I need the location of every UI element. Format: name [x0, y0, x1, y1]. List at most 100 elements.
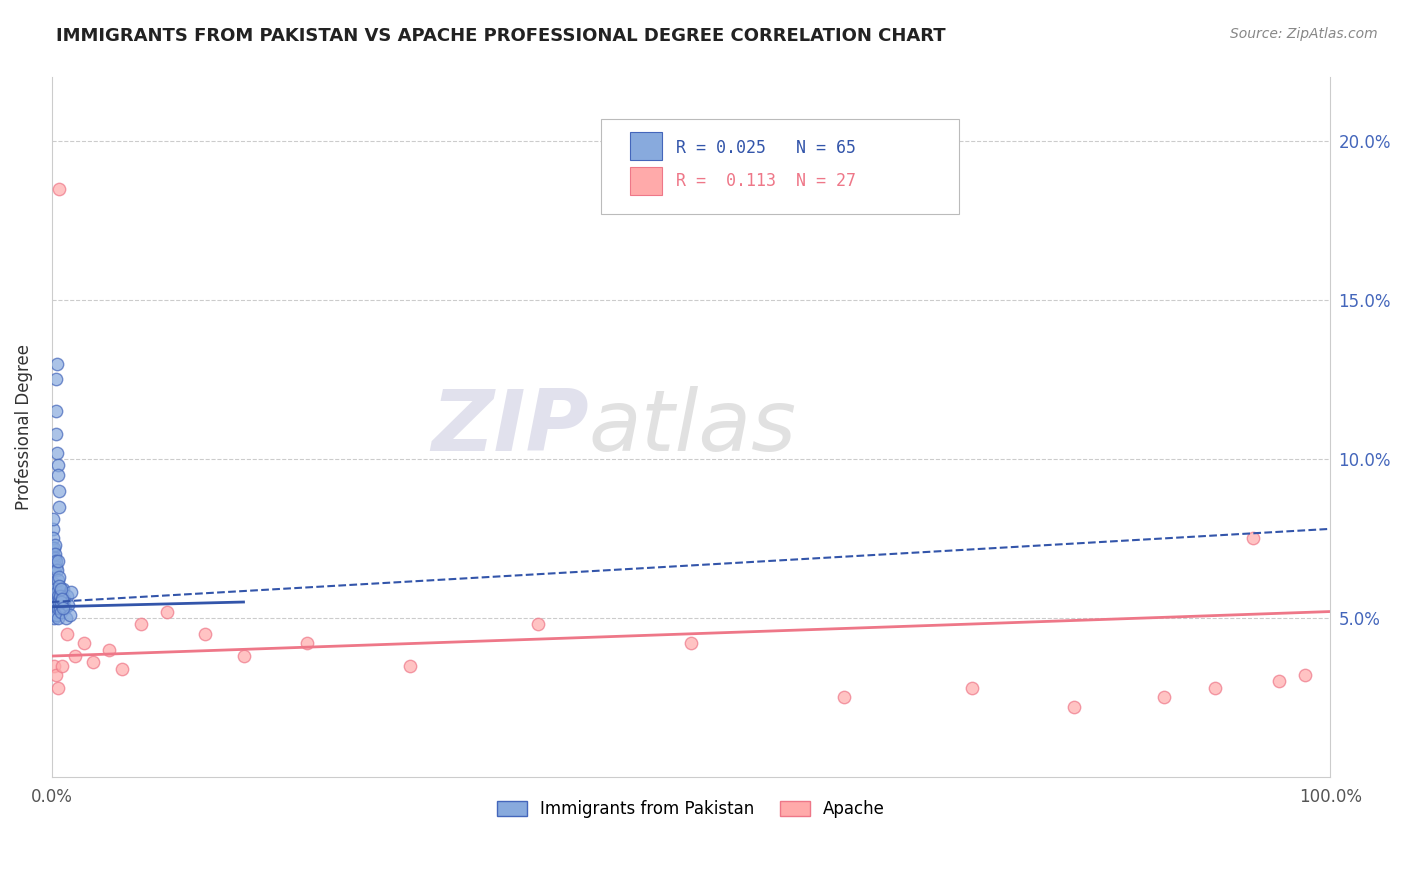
Point [46, 598, 69, 612]
Point [679, 636, 702, 650]
Point [44, 547, 66, 561]
Text: R = 0.025   N = 65: R = 0.025 N = 65 [676, 139, 856, 157]
Point [526, 617, 548, 632]
Y-axis label: Professional Degree: Professional Degree [15, 344, 32, 510]
Point [45, 585, 67, 599]
Point [59, 585, 82, 599]
FancyBboxPatch shape [630, 167, 662, 195]
FancyBboxPatch shape [602, 120, 959, 214]
Point [51, 658, 73, 673]
Point [48, 483, 70, 498]
Point [156, 605, 179, 619]
Point [1294, 668, 1316, 682]
Point [45, 357, 67, 371]
Point [42, 585, 65, 599]
Point [44, 607, 66, 622]
Point [48, 182, 70, 196]
Point [41, 541, 63, 555]
Point [232, 648, 254, 663]
Point [49, 585, 72, 599]
Point [56, 589, 79, 603]
Point [45, 372, 67, 386]
Point [45, 560, 67, 574]
Point [42, 576, 65, 591]
Point [46, 681, 69, 695]
Point [53, 601, 76, 615]
Point [42, 541, 65, 555]
Point [51, 589, 73, 603]
Point [51, 605, 73, 619]
Point [111, 662, 134, 676]
Point [129, 617, 152, 632]
Point [98, 642, 121, 657]
Point [1063, 700, 1085, 714]
Point [44, 563, 66, 577]
Point [1204, 681, 1226, 695]
Point [63, 648, 86, 663]
Point [1243, 532, 1265, 546]
Text: atlas: atlas [589, 385, 797, 468]
Point [46, 573, 69, 587]
Point [52, 598, 75, 612]
Point [45, 589, 67, 603]
Point [49, 595, 72, 609]
Point [44, 582, 66, 597]
Point [48, 595, 70, 609]
Point [46, 611, 69, 625]
Point [834, 690, 856, 705]
Point [45, 445, 67, 459]
FancyBboxPatch shape [630, 132, 662, 160]
Text: R =  0.113  N = 27: R = 0.113 N = 27 [676, 172, 856, 190]
Point [49, 601, 72, 615]
Point [44, 538, 66, 552]
Point [51, 582, 73, 597]
Point [82, 656, 104, 670]
Text: ZIP: ZIP [432, 385, 589, 468]
Point [58, 598, 80, 612]
Point [46, 467, 69, 482]
Point [46, 458, 69, 473]
Point [42, 611, 65, 625]
Point [960, 681, 983, 695]
Point [1153, 690, 1175, 705]
Point [48, 579, 70, 593]
Point [44, 598, 66, 612]
Point [42, 595, 65, 609]
Point [42, 658, 65, 673]
Point [46, 601, 69, 615]
Point [194, 627, 217, 641]
Point [45, 668, 67, 682]
Point [55, 611, 77, 625]
Point [46, 589, 69, 603]
Point [48, 591, 70, 606]
Point [59, 607, 82, 622]
Point [45, 404, 67, 418]
Point [52, 601, 75, 615]
Text: Source: ZipAtlas.com: Source: ZipAtlas.com [1230, 27, 1378, 41]
Point [52, 582, 75, 597]
Point [42, 601, 65, 615]
Point [42, 512, 65, 526]
Point [46, 554, 69, 568]
Point [45, 607, 67, 622]
Point [49, 589, 72, 603]
Point [51, 591, 73, 606]
Point [45, 426, 67, 441]
Point [42, 532, 65, 546]
Point [398, 658, 420, 673]
Point [297, 636, 319, 650]
Point [45, 595, 67, 609]
Point [48, 500, 70, 514]
Point [44, 591, 66, 606]
Point [56, 627, 79, 641]
Point [1268, 674, 1291, 689]
Point [73, 636, 96, 650]
Text: IMMIGRANTS FROM PAKISTAN VS APACHE PROFESSIONAL DEGREE CORRELATION CHART: IMMIGRANTS FROM PAKISTAN VS APACHE PROFE… [56, 27, 946, 45]
Point [44, 550, 66, 565]
Point [42, 554, 65, 568]
Legend: Immigrants from Pakistan, Apache: Immigrants from Pakistan, Apache [491, 793, 891, 824]
Point [42, 522, 65, 536]
Point [45, 563, 67, 577]
Point [41, 605, 63, 619]
Point [48, 569, 70, 583]
